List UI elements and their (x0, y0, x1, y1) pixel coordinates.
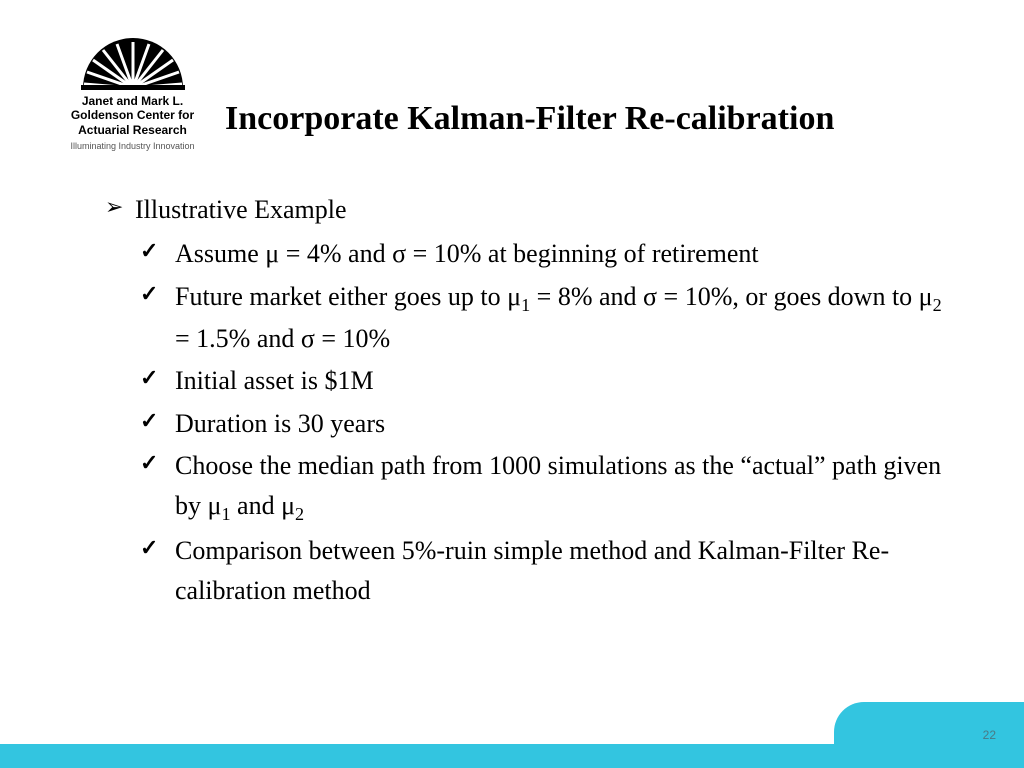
page-number: 22 (983, 728, 996, 742)
logo-tagline: Illuminating Industry Innovation (55, 141, 210, 151)
slide-content: Illustrative Example Assume μ = 4% and σ… (105, 190, 945, 613)
bullet-item: Duration is 30 years (140, 404, 945, 444)
logo-line1: Janet and Mark L. (55, 94, 210, 108)
logo-line2: Goldenson Center for (55, 108, 210, 122)
logo-line3: Actuarial Research (55, 123, 210, 137)
bullet-item: Future market either goes up to μ1 = 8% … (140, 277, 945, 360)
bullet-heading: Illustrative Example (105, 190, 945, 230)
logo-text: Janet and Mark L. Goldenson Center for A… (55, 94, 210, 137)
org-logo: Janet and Mark L. Goldenson Center for A… (55, 30, 210, 151)
bullet-item: Choose the median path from 1000 simulat… (140, 446, 945, 529)
bullet-item: Comparison between 5%-ruin simple method… (140, 531, 945, 612)
sunburst-icon (73, 30, 193, 90)
bullet-item: Initial asset is $1M (140, 361, 945, 401)
footer-accent-bar (0, 744, 1024, 768)
bullet-item: Assume μ = 4% and σ = 10% at beginning o… (140, 234, 945, 274)
slide-title: Incorporate Kalman-Filter Re-calibration (225, 100, 834, 138)
